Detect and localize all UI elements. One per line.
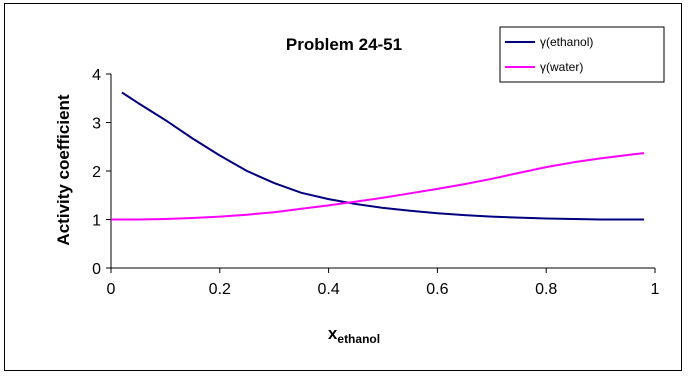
y-axis-label: Activity coefficient [54,94,73,245]
y-tick-label: 4 [92,67,101,84]
x-tick-label: 1 [651,281,660,298]
y-tick-label: 1 [92,213,101,230]
series-line-0 [121,91,645,221]
y-tick-label: 2 [92,164,101,181]
x-tick-label: 0.6 [426,281,448,298]
legend-box [499,26,665,83]
x-axis-label-main: x [328,324,338,343]
x-tick-label: 0 [107,281,116,298]
chart-title: Problem 24-51 [286,35,402,54]
line-chart: Problem 24-51 Activity coefficient xetha… [54,26,665,346]
axes [106,73,656,273]
legend: γ(ethanol) γ(water) [499,26,665,83]
legend-label-ethanol: γ(ethanol) [540,35,593,49]
x-tick-label: 0.2 [209,281,231,298]
y-tick-label: 0 [92,261,101,278]
chart-frame: Problem 24-51 Activity coefficient xetha… [4,3,682,371]
x-axis-label: xethanol [328,324,380,346]
x-tick-label: 0.4 [317,281,339,298]
x-tick-label: 0.8 [535,281,557,298]
tick-labels: 0 0.2 0.4 0.6 0.8 1 0 1 2 3 4 [92,67,659,298]
x-axis-label-subscript: ethanol [337,332,380,346]
series-line-1 [111,152,645,221]
legend-label-water: γ(water) [540,60,583,74]
series-layer [111,91,645,221]
y-tick-label: 3 [92,116,101,133]
